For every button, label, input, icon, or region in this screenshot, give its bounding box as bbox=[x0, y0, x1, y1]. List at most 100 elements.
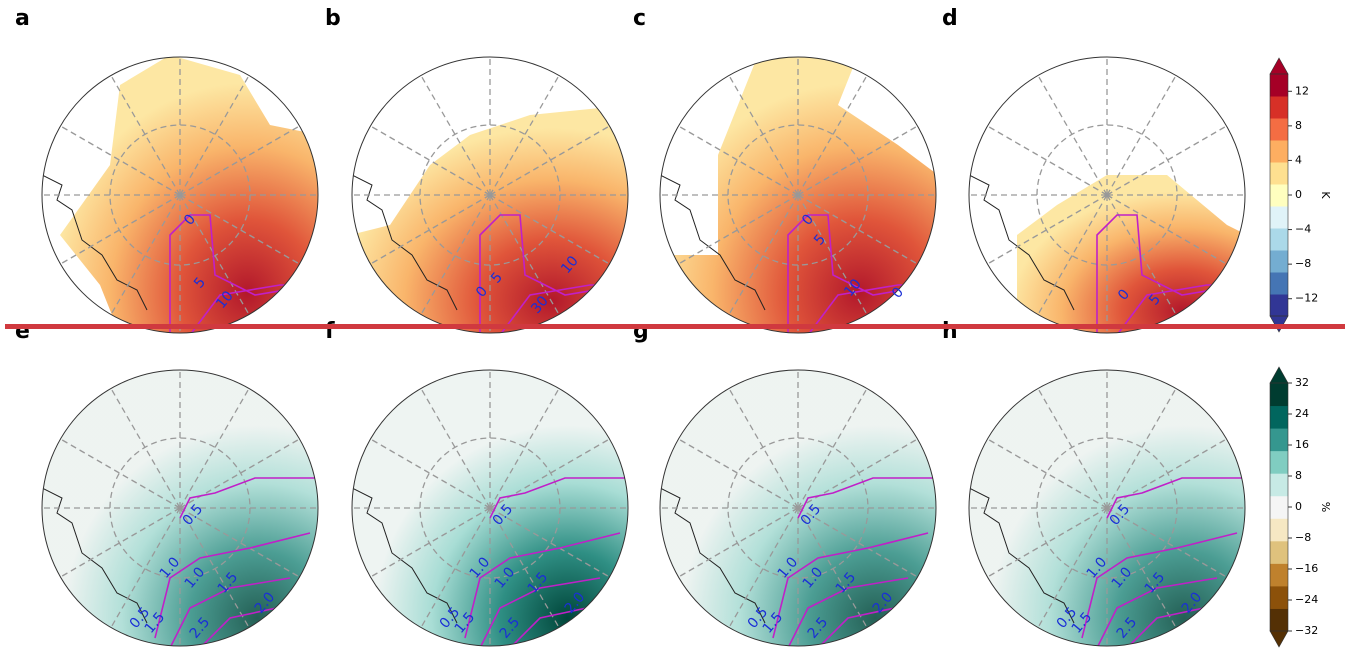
grid-meridian bbox=[678, 125, 799, 196]
grid-meridian bbox=[1037, 388, 1108, 509]
colorbar-segment bbox=[1270, 118, 1288, 141]
colorbar-extend-max bbox=[1269, 57, 1289, 75]
grid-meridian bbox=[370, 507, 491, 578]
colorbar-segment bbox=[1270, 74, 1288, 97]
colorbar-tick-label: −12 bbox=[1295, 292, 1318, 305]
colorbar-segment bbox=[1270, 428, 1288, 452]
colorbar-segment bbox=[1270, 272, 1288, 295]
colorbar-segment bbox=[1270, 540, 1288, 564]
grid-meridian bbox=[489, 75, 560, 196]
grid-meridian bbox=[179, 194, 300, 265]
grid-meridian bbox=[110, 194, 181, 315]
grid-meridian bbox=[728, 75, 799, 196]
grid-meridian bbox=[60, 507, 181, 578]
colorbar-segment bbox=[1270, 96, 1288, 119]
colorbar-label: % bbox=[1319, 502, 1332, 512]
grid-meridian bbox=[728, 194, 799, 315]
grid-meridian bbox=[728, 388, 799, 509]
map-border bbox=[659, 369, 937, 647]
grid-meridian bbox=[489, 507, 560, 628]
grid-meridian bbox=[678, 438, 799, 509]
panel-label: f bbox=[325, 319, 335, 344]
contour-line bbox=[464, 477, 625, 646]
map-border bbox=[659, 56, 937, 334]
grid-meridian bbox=[179, 125, 300, 196]
colorbar-extend-max bbox=[1269, 366, 1289, 384]
map-border bbox=[968, 369, 1246, 647]
panel-label: b bbox=[325, 6, 341, 31]
colorbar-segment bbox=[1270, 585, 1288, 609]
grid-meridian bbox=[1106, 507, 1227, 578]
colorbar-segment bbox=[1270, 608, 1288, 632]
colorbar-segment bbox=[1270, 473, 1288, 497]
colorbar-segment bbox=[1270, 228, 1288, 251]
grid-meridian bbox=[797, 75, 868, 196]
coastline bbox=[352, 174, 458, 311]
grid-meridian bbox=[1106, 507, 1177, 628]
colorbar-segment bbox=[1270, 518, 1288, 542]
colorbar-tick-label: 12 bbox=[1295, 84, 1309, 97]
grid-meridian bbox=[678, 194, 799, 265]
grid-meridian bbox=[370, 194, 491, 265]
colorbar-extend-min bbox=[1269, 630, 1289, 648]
divider-line bbox=[5, 324, 1345, 329]
panel-label: a bbox=[15, 6, 30, 31]
coastline bbox=[660, 174, 766, 311]
grid-meridian bbox=[678, 507, 799, 578]
coastline bbox=[42, 174, 148, 311]
map-panel bbox=[42, 57, 318, 333]
grid-meridian bbox=[1037, 507, 1108, 628]
grid-meridian bbox=[987, 194, 1108, 265]
colorbar-tick-label: −8 bbox=[1295, 531, 1311, 544]
grid-meridian bbox=[1106, 388, 1177, 509]
coastline bbox=[42, 487, 148, 624]
grid-meridian bbox=[179, 388, 250, 509]
panel-label: g bbox=[633, 319, 649, 344]
map-panel bbox=[969, 370, 1245, 646]
grid-meridian bbox=[370, 125, 491, 196]
colorbar-segment bbox=[1270, 294, 1288, 317]
colorbar-segment bbox=[1270, 383, 1288, 407]
contour-line bbox=[772, 477, 933, 646]
map-panel bbox=[969, 57, 1245, 333]
grid-meridian bbox=[370, 438, 491, 509]
grid-meridian bbox=[1106, 194, 1227, 265]
colorbar-segment bbox=[1270, 206, 1288, 229]
grid-meridian bbox=[60, 194, 181, 265]
grid-meridian bbox=[420, 75, 491, 196]
grid-meridian bbox=[987, 125, 1108, 196]
grid-meridian bbox=[1106, 125, 1227, 196]
map-border bbox=[41, 369, 319, 647]
grid-meridian bbox=[110, 75, 181, 196]
map-border bbox=[968, 56, 1246, 334]
grid-meridian bbox=[987, 507, 1108, 578]
colorbar-label: K bbox=[1319, 191, 1332, 199]
map-border bbox=[351, 369, 629, 647]
map-panel bbox=[660, 57, 936, 333]
map-panel bbox=[660, 370, 936, 646]
grid-meridian bbox=[489, 125, 610, 196]
grid-meridian bbox=[179, 507, 300, 578]
colorbar-tick-label: 4 bbox=[1295, 153, 1302, 166]
grid-meridian bbox=[1037, 75, 1108, 196]
colorbar-tick-label: −24 bbox=[1295, 593, 1318, 606]
colorbar-segment bbox=[1270, 250, 1288, 273]
grid-meridian bbox=[420, 507, 491, 628]
grid-meridian bbox=[489, 194, 610, 265]
coastline bbox=[352, 487, 458, 624]
grid-meridian bbox=[179, 75, 250, 196]
grid-meridian bbox=[110, 388, 181, 509]
grid-meridian bbox=[420, 194, 491, 315]
contour-line bbox=[1081, 477, 1242, 646]
colorbar-tick-label: 8 bbox=[1295, 469, 1302, 482]
colorbar-segment bbox=[1270, 162, 1288, 185]
grid-meridian bbox=[797, 194, 918, 265]
grid-meridian bbox=[110, 507, 181, 628]
colorbar-tick-label: −32 bbox=[1295, 624, 1318, 637]
grid-meridian bbox=[60, 125, 181, 196]
grid-meridian bbox=[728, 507, 799, 628]
contour-line bbox=[154, 477, 315, 646]
grid-meridian bbox=[987, 438, 1108, 509]
grid-meridian bbox=[489, 388, 560, 509]
